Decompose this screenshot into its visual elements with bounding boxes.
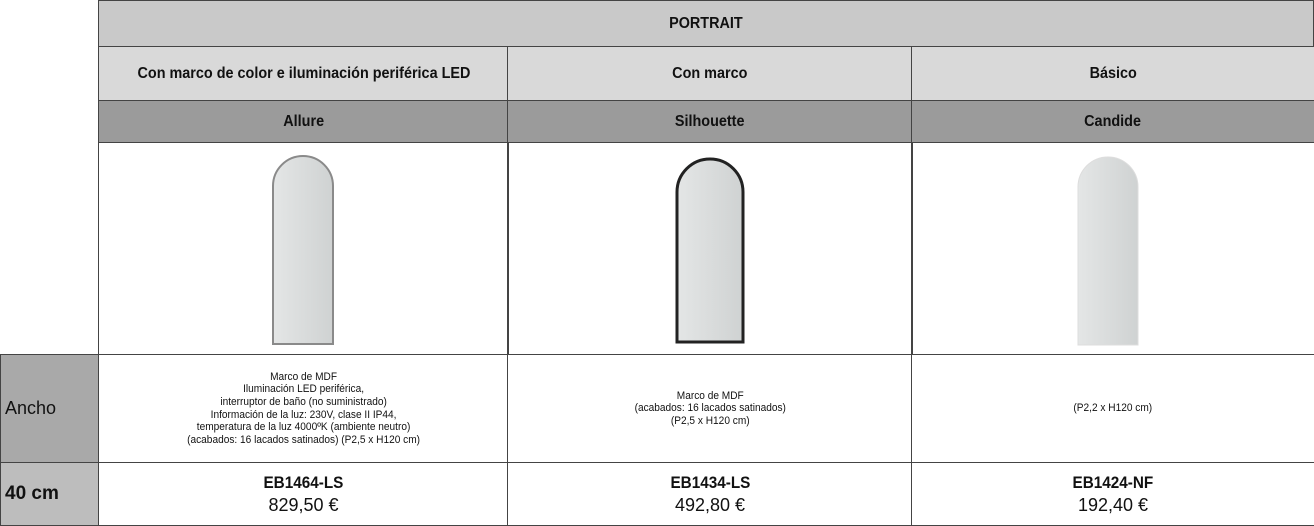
description-line: (acabados: 16 lacados satinados) (P2,5 x… [187, 433, 420, 446]
row-label: Ancho [5, 398, 57, 418]
price-cell: EB1434-LS 492,80 € [507, 462, 913, 526]
category: Básico [1089, 65, 1137, 82]
description-cell: (P2,2 x H120 cm) [911, 354, 1314, 463]
row-label-cell: Ancho [0, 354, 99, 463]
product-name: Silhouette [675, 112, 745, 130]
name-cell: Allure [98, 100, 509, 143]
name-cell: Candide [911, 100, 1314, 143]
row-label: 40 cm [5, 483, 59, 504]
description-line: temperatura de la luz 4000ºK (ambiente n… [196, 421, 411, 434]
mirror-image [675, 157, 745, 344]
description: Marco de MDF (acabados: 16 lacados satina… [634, 390, 785, 428]
product-code: EB1464-LS [263, 472, 344, 492]
price: 829,50 € [268, 494, 339, 515]
product-code: EB1424-NF [1072, 472, 1154, 492]
header-cell: PORTRAIT [98, 0, 1314, 47]
product-name: Allure [283, 112, 324, 130]
description-cell: Marco de MDF Iluminación LED periférica, i… [98, 354, 509, 463]
description-cell: Marco de MDF (acabados: 16 lacados satina… [507, 354, 913, 463]
description-line: interruptor de baño (no suministrado) [220, 395, 387, 408]
price: 492,80 € [674, 494, 746, 515]
description: Marco de MDF Iluminación LED periférica, i… [187, 371, 420, 447]
row-label-cell: 40 cm [0, 462, 99, 526]
category-cell: Con marco [507, 46, 913, 101]
product-code: EB1434-LS [670, 472, 750, 492]
mirror-image [1077, 156, 1139, 346]
description-line: (P2,2 x H120 cm) [1073, 402, 1153, 415]
description: (P2,2 x H120 cm) [1074, 402, 1153, 415]
price-cell: EB1424-NF 192,40 € [911, 462, 1314, 526]
price: 192,40 € [1077, 494, 1149, 515]
description-line: Información de la luz: 230V, clase II IP… [210, 408, 397, 421]
description-line: (P2,5 x H120 cm) [670, 414, 750, 427]
mirror-image [272, 155, 334, 345]
product-name: Candide [1084, 112, 1142, 130]
price-cell: EB1464-LS 829,50 € [98, 462, 509, 526]
category-cell: Básico [911, 46, 1314, 101]
category: Con marco de color e iluminación perifér… [137, 65, 470, 82]
description-line: Marco de MDF [270, 370, 337, 383]
description-line: (acabados: 16 lacados satinados) [634, 402, 786, 415]
category: Con marco [672, 65, 748, 82]
description-line: Iluminación LED periférica, [243, 383, 364, 396]
description-line: Marco de MDF [676, 389, 744, 402]
header-title: PORTRAIT [669, 14, 743, 32]
